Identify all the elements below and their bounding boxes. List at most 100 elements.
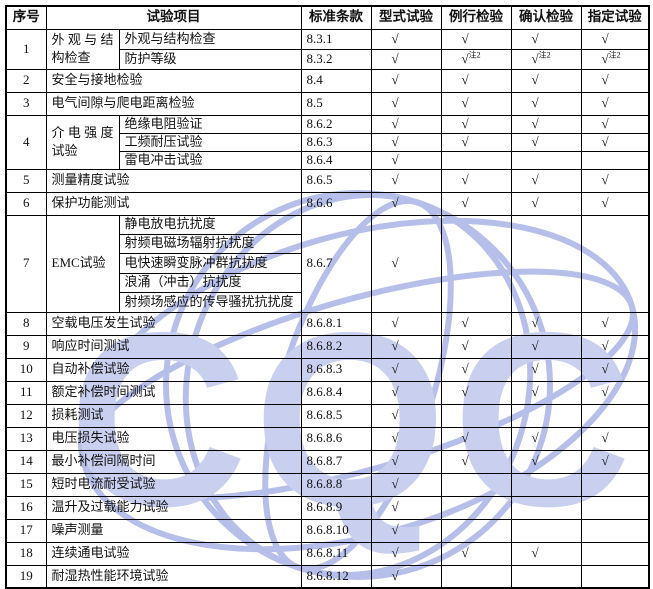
clause-cell: 8.6.8.12 xyxy=(300,564,372,589)
item-cell: 电快速瞬变脉冲群抗扰度 xyxy=(118,252,302,274)
note-superscript: 注2 xyxy=(608,50,621,60)
item-cell: 静电放电抗扰度 xyxy=(118,214,302,235)
check-cell xyxy=(440,214,512,313)
check-cell: √ xyxy=(510,541,582,566)
check-cell: √ xyxy=(580,114,650,134)
table-row: 19 耐湿热性能环境试验 8.6.8.12 √ xyxy=(5,564,650,589)
row-no: 8 xyxy=(5,311,47,336)
check-cell: √ xyxy=(510,168,582,193)
item-cell: 安全与接地检验 xyxy=(45,68,302,93)
check-cell: √ xyxy=(370,168,442,193)
clause-cell: 8.6.8.4 xyxy=(300,380,372,405)
check-cell: √ xyxy=(580,191,650,216)
table-row: 9 响应时间测试 8.6.8.2 √ √ √ √ xyxy=(5,334,650,359)
table-row: 5 测量精度试验 8.6.5 √ √ √ √ xyxy=(5,168,650,193)
row-no: 9 xyxy=(5,334,47,359)
check-cell: √ xyxy=(440,541,512,566)
row-no: 14 xyxy=(5,449,47,474)
check-cell: √ xyxy=(580,380,650,405)
col-header-designated: 指定试验 xyxy=(580,5,650,30)
clause-cell: 8.6.6 xyxy=(300,191,372,216)
table-row: 12 损耗测试 8.6.8.5 √ xyxy=(5,403,650,428)
check-cell xyxy=(440,150,512,170)
check-cell: √ xyxy=(370,426,442,451)
col-header-clause: 标准条款 xyxy=(300,5,372,30)
row-no: 18 xyxy=(5,541,47,566)
clause-cell: 8.6.8.10 xyxy=(300,518,372,543)
check-cell: √ xyxy=(440,168,512,193)
check-cell xyxy=(440,495,512,520)
item-cell: 空载电压发生试验 xyxy=(45,311,302,336)
check-mark: √ xyxy=(391,50,399,66)
check-cell xyxy=(580,564,650,589)
check-cell: √ xyxy=(440,357,512,382)
check-cell: √注2 xyxy=(440,48,512,70)
clause-cell: 8.6.2 xyxy=(300,114,372,134)
item-cell: 浪涌（冲击）抗扰度 xyxy=(118,272,302,293)
check-cell: √ xyxy=(370,380,442,405)
check-cell: √ xyxy=(440,191,512,216)
check-cell xyxy=(440,564,512,589)
check-cell: √ xyxy=(440,132,512,152)
check-cell: √ xyxy=(580,91,650,116)
check-cell: √ xyxy=(580,449,650,474)
check-cell xyxy=(510,564,582,589)
check-cell: √ xyxy=(370,191,442,216)
check-cell xyxy=(440,403,512,428)
check-cell xyxy=(510,495,582,520)
item-cell: 保护功能测试 xyxy=(45,191,302,216)
item-cell: 响应时间测试 xyxy=(45,334,302,359)
check-cell: √ xyxy=(370,472,442,497)
check-cell xyxy=(580,214,650,313)
item-cell: 最小补偿间隔时间 xyxy=(45,449,302,474)
check-cell: √ xyxy=(580,168,650,193)
check-cell: √ xyxy=(370,91,442,116)
check-cell: √ xyxy=(580,132,650,152)
item-cell: 测量精度试验 xyxy=(45,168,302,193)
item-cell: 额定补偿时间测试 xyxy=(45,380,302,405)
check-cell: √ xyxy=(440,380,512,405)
item-cell: 外观与结构检查 xyxy=(118,28,302,50)
check-cell xyxy=(580,518,650,543)
check-cell: √ xyxy=(370,132,442,152)
check-cell: √ xyxy=(510,132,582,152)
group-cell: EMC试验 xyxy=(45,214,120,313)
check-cell: √ xyxy=(370,114,442,134)
check-cell: √ xyxy=(440,114,512,134)
table-row: 3 电气间隙与爬电距离检验 8.5 √ √ √ √ xyxy=(5,91,650,116)
check-cell: √ xyxy=(580,68,650,93)
check-cell: √注2 xyxy=(580,48,650,70)
item-cell: 电压损失试验 xyxy=(45,426,302,451)
check-cell xyxy=(510,472,582,497)
item-cell: 短时电流耐受试验 xyxy=(45,472,302,497)
table-row: 15 短时电流耐受试验 8.6.8.8 √ xyxy=(5,472,650,497)
header-row: 序号 试验项目 标准条款 型式试验 例行检验 确认检验 指定试验 xyxy=(5,5,650,30)
check-cell xyxy=(440,518,512,543)
table-row: 13 电压损失试验 8.6.8.6 √ √ √ √ xyxy=(5,426,650,451)
item-cell: 雷电冲击试验 xyxy=(118,150,302,170)
table-row: 6 保护功能测试 8.6.6 √ √ √ √ xyxy=(5,191,650,216)
row-no: 13 xyxy=(5,426,47,451)
table-row: 射频电磁场辐射抗扰度 xyxy=(6,233,649,254)
check-cell: √ xyxy=(370,214,442,313)
row-no: 2 xyxy=(5,68,47,93)
item-cell: 连续通电试验 xyxy=(45,541,302,566)
col-header-item: 试验项目 xyxy=(45,5,302,30)
check-cell: √ xyxy=(510,311,582,336)
item-cell: 损耗测试 xyxy=(45,403,302,428)
col-header-no: 序号 xyxy=(5,5,47,30)
check-cell: √ xyxy=(370,334,442,359)
clause-cell: 8.6.5 xyxy=(300,168,372,193)
clause-cell: 8.6.3 xyxy=(300,132,372,152)
clause-cell: 8.6.7 xyxy=(300,214,372,313)
row-no: 16 xyxy=(5,495,47,520)
clause-cell: 8.6.8.3 xyxy=(300,357,372,382)
clause-cell: 8.6.8.2 xyxy=(300,334,372,359)
row-no: 11 xyxy=(5,380,47,405)
check-mark: √ xyxy=(601,50,609,66)
item-cell: 射频电磁场辐射抗扰度 xyxy=(118,233,302,254)
check-cell: √ xyxy=(510,28,582,50)
row-no: 19 xyxy=(5,564,47,589)
table-row: 16 温升及过载能力试验 8.6.8.9 √ xyxy=(5,495,650,520)
check-cell: √ xyxy=(440,311,512,336)
